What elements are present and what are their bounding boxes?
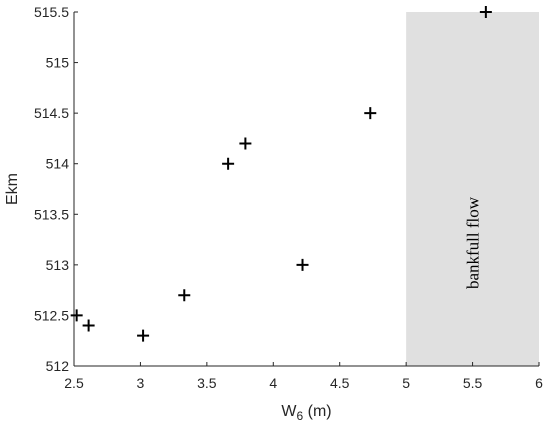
y-tick-label: 515.5 [34,4,69,20]
data-point [178,289,191,302]
y-tick-label: 515 [46,55,70,71]
data-point [296,258,309,271]
bankfull-flow-region [406,12,539,366]
x-tick-label: 5 [402,375,410,391]
data-point [82,319,95,332]
x-axis-label-main: W [281,403,297,420]
x-tick-label: 4.5 [330,375,350,391]
data-points [70,6,492,342]
x-tick-label: 6 [535,375,543,391]
x-axis-label: W6 (m) [281,403,331,423]
data-point [239,137,252,150]
axes [73,12,539,367]
y-tick-label: 514.5 [34,105,69,121]
data-point [222,157,235,170]
y-tick-label: 512.5 [34,307,69,323]
y-ticks: 512 512.5 513 513.5 514 514.5 515 515.5 [34,4,78,374]
y-tick-label: 514 [46,156,70,172]
y-tick-label: 513 [46,257,70,273]
data-point [364,107,377,120]
data-point [479,6,492,18]
data-point [137,329,150,342]
y-axis-label: Ekm [4,173,21,205]
shaded-region-layer: bankfull flow [406,12,539,366]
x-tick-label: 3 [137,375,145,391]
data-point [70,309,83,322]
x-axis-label-unit: (m) [303,403,331,420]
x-tick-label: 2.5 [64,375,84,391]
y-tick-label: 513.5 [34,206,69,222]
x-axis-label-subscript: 6 [296,409,303,423]
region-label: bankfull flow [464,196,483,289]
x-tick-label: 5.5 [463,375,483,391]
x-ticks: 2.5 3 3.5 4 4.5 5 5.5 6 [64,362,543,391]
x-tick-label: 3.5 [197,375,217,391]
x-tick-label: 4 [269,375,277,391]
y-tick-label: 512 [46,358,70,374]
